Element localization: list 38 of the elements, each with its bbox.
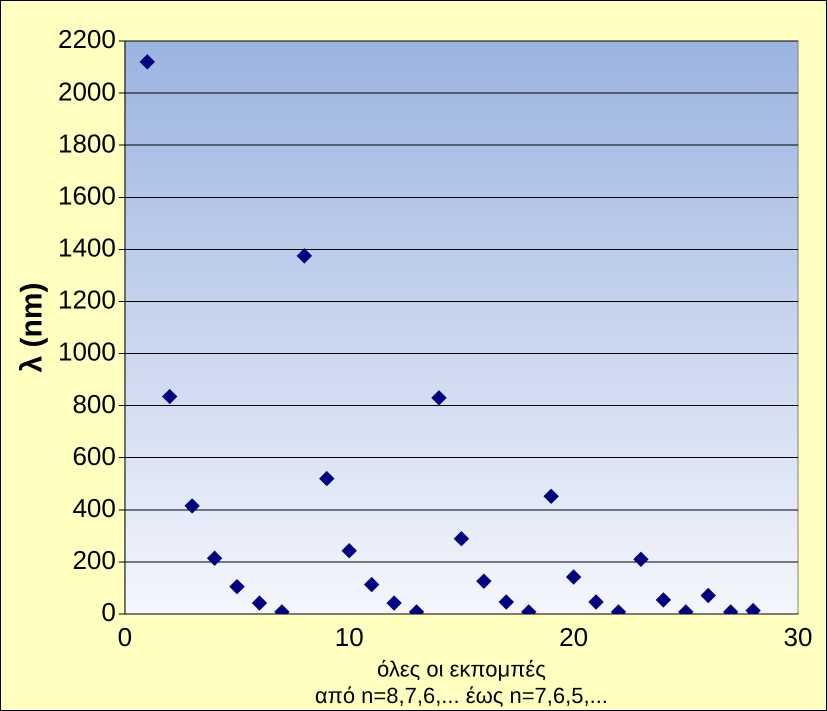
point xyxy=(342,543,357,558)
y-axis-title: λ (nm) xyxy=(15,282,48,372)
y-tick-label: 800 xyxy=(72,388,116,419)
point xyxy=(230,579,245,594)
x-tick-label: 30 xyxy=(784,622,812,652)
y-tick-label: 1600 xyxy=(58,180,116,210)
point xyxy=(207,550,222,566)
x-axis-title: όλες οι εκπομπές από n=8,7,6,... έως n=7,6,5,... xyxy=(314,656,608,708)
point xyxy=(319,471,334,486)
y-tick-label: 1000 xyxy=(58,336,116,367)
y-tick-label: 2200 xyxy=(58,24,116,54)
y-tick-label: 600 xyxy=(72,440,116,471)
point xyxy=(184,498,200,514)
point xyxy=(633,552,648,567)
y-tick-label: 1400 xyxy=(58,232,116,263)
y-tick-label: 2000 xyxy=(58,76,116,106)
y-tick-label: 1200 xyxy=(58,284,116,315)
point xyxy=(162,389,178,404)
point xyxy=(656,592,671,608)
point xyxy=(364,577,380,592)
point xyxy=(252,596,267,611)
point xyxy=(498,594,514,610)
point xyxy=(386,596,402,611)
point xyxy=(431,390,446,406)
point xyxy=(700,588,716,604)
point xyxy=(140,54,155,70)
point xyxy=(544,488,559,504)
point xyxy=(296,248,312,264)
y-tick-label: 400 xyxy=(72,492,116,523)
point xyxy=(588,594,604,610)
y-tick-label: 1800 xyxy=(58,128,116,158)
point xyxy=(566,570,582,585)
point xyxy=(454,531,469,546)
y-tick-label: 0 xyxy=(101,597,116,628)
y-tick-label: 200 xyxy=(72,545,116,576)
point xyxy=(476,574,492,589)
x-tick-label: 20 xyxy=(559,622,588,652)
x-tick-label: 10 xyxy=(334,622,364,652)
